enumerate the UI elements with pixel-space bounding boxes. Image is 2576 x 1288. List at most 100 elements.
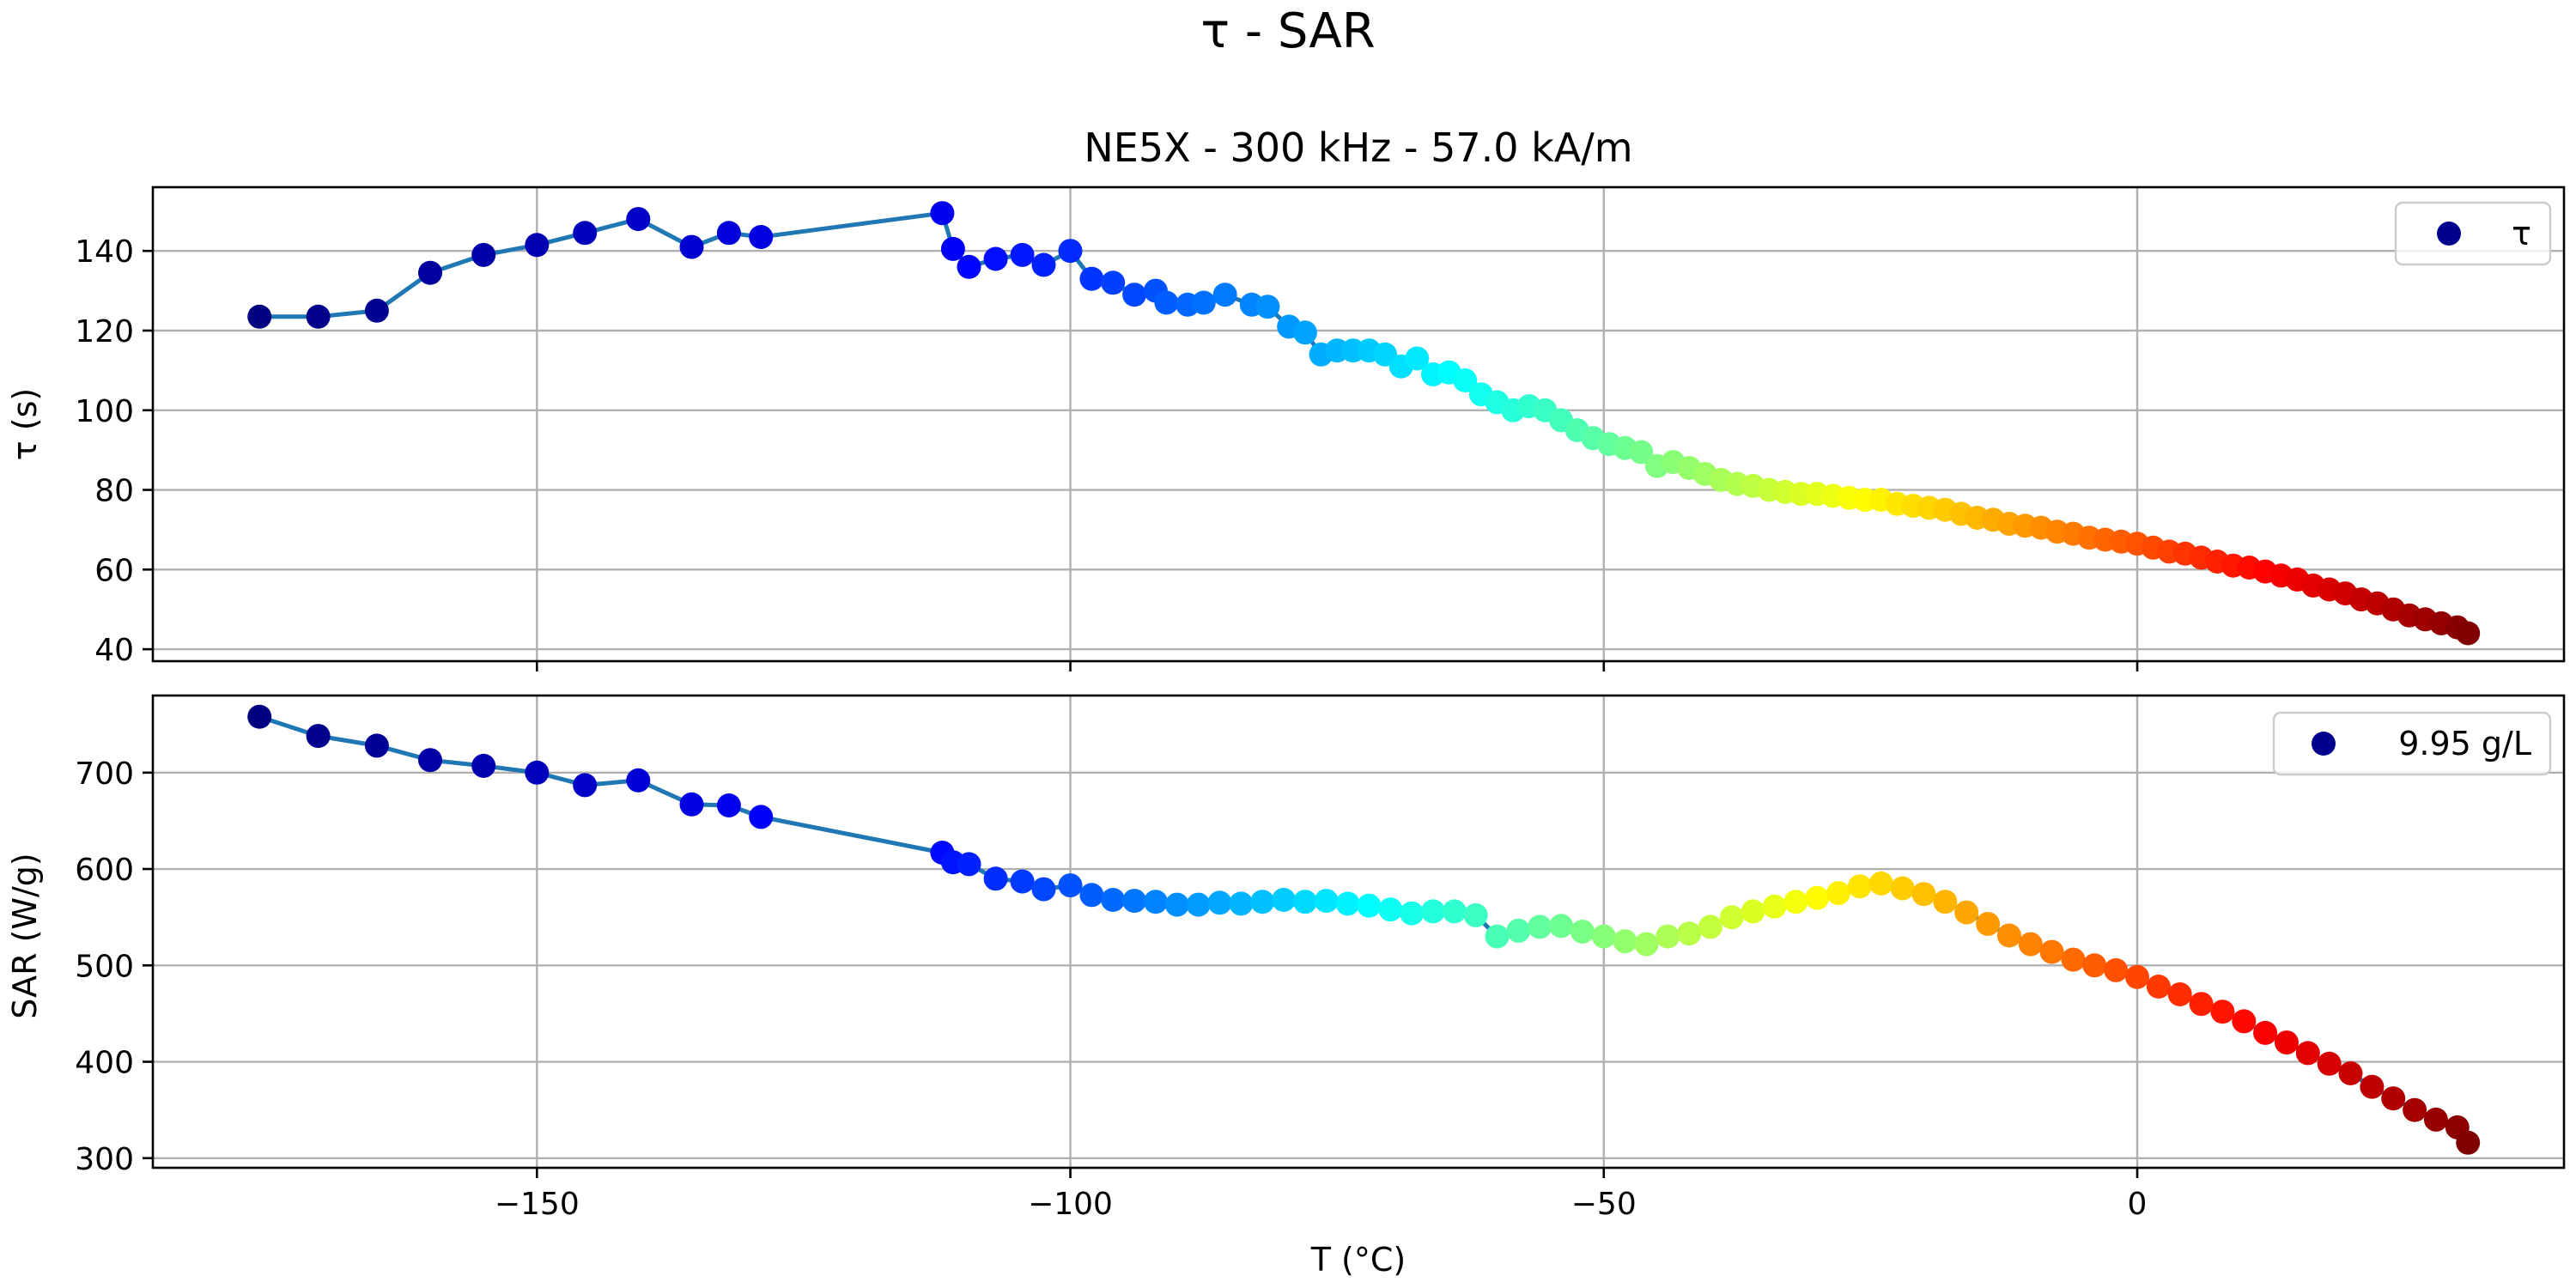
sar-data-point [957,852,981,877]
sar-axes-frame [151,694,2566,1170]
sar-data-point [2018,932,2043,957]
tau-data-point [930,201,955,226]
sar-data-point [1976,912,2001,936]
sar-data-point [1570,920,1595,944]
tau-data-point [1122,283,1147,307]
tau-data-point [983,246,1008,271]
tau-legend-marker [2437,222,2461,246]
sar-data-point [2189,992,2214,1017]
sar-data-point [1848,874,1872,899]
sar-data-point [1272,888,1296,912]
sar-data-point [2039,939,2064,964]
sar-data-point [2275,1030,2299,1055]
sar-data-point [1741,899,1765,924]
tau-data-point [940,236,965,261]
sar-data-point [1805,885,1830,910]
tau-y-axis-label: τ (s) [6,388,44,460]
sar-data-point [1613,929,1637,954]
sar-data-point [626,768,651,793]
sar-data-point [1868,871,1893,896]
tau-data-point [471,242,496,267]
sar-data-point [1463,902,1488,927]
sar-x-tick-label: −50 [1571,1187,1637,1222]
sar-data-point [1186,892,1211,917]
sar-data-point [1314,889,1339,914]
sar-data-point [1164,892,1189,917]
sar-data-point [1528,914,1552,939]
tau-data-point [364,298,389,323]
sar-data-point [471,753,496,778]
sar-data-point [2338,1061,2363,1085]
sar-data-point [1783,890,1808,914]
sar-data-point [2253,1020,2278,1045]
tau-legend-label: τ [2512,215,2531,252]
sar-data-point [2082,953,2107,978]
sar-data-point [1656,924,1680,949]
tau-data-point [749,225,774,249]
sar-data-point [1911,882,1936,907]
sar-y-axis-label: SAR (W/g) [6,853,44,1018]
tau-data-point [1405,346,1430,371]
sar-data-point [1010,869,1035,894]
tau-data-point [1010,242,1035,267]
tau-data-point [418,260,442,285]
tau-y-tick-label: 60 [94,553,134,588]
tau-ticks: 40 60 80 100 120 140 [75,234,2139,671]
sar-data-point [749,805,774,829]
tau-legend: τ [2394,201,2552,266]
sar-y-tick-label: 300 [75,1142,134,1177]
tau-data-point [1212,283,1237,307]
sar-data-point [1762,894,1787,919]
sar-y-tick-label: 500 [75,949,134,984]
tau-y-tick-label: 120 [75,314,134,349]
sar-data-point [525,760,550,785]
sar-x-axis-label: T (°C) [1310,1241,1406,1279]
sar-data-point [983,866,1008,891]
sar-data-point [2146,975,2171,999]
sar-data-point [1549,914,1574,939]
tau-data-point [1154,290,1179,315]
sar-data-point [1378,897,1403,922]
sar-data-point [2061,947,2086,972]
sar-data-point [1890,876,1915,901]
tau-data-point [679,234,704,259]
sar-data-point [1954,900,1979,925]
sar-ticks: −150 −100 −50 0 300 400 500 600 700 [75,756,2147,1222]
sar-panel: SAR (W/g) T (°C) −150 −100 −50 0 300 400 500 60… [6,694,2566,1279]
sar-data-point [1591,924,1616,949]
tau-data-point [626,207,651,232]
sar-data-point [1031,877,1056,902]
sar-data-point [418,748,442,773]
sar-y-tick-label: 400 [75,1046,134,1081]
sar-y-tick-label: 600 [75,853,134,888]
tau-data-point [1292,320,1317,345]
tau-legend-frame [2394,201,2552,266]
sar-x-tick-label: −150 [495,1187,580,1222]
tau-y-tick-label: 100 [75,394,134,429]
sar-data-point [1421,899,1445,924]
sar-data-point [1335,891,1360,916]
sar-data-point [1079,883,1104,908]
sar-data-point [1250,890,1275,914]
tau-grid [153,187,2564,661]
sar-data-point [1698,914,1722,939]
sar-data-point [1442,899,1467,924]
sar-data-point [1143,890,1168,914]
tau-data-point [247,304,272,329]
figure-suptitle: τ - SAR [1200,3,1375,59]
tau-data-point [573,221,598,246]
sar-data-point [1400,901,1425,926]
sar-data-point [1207,890,1232,915]
tau-data-point [1079,266,1104,291]
sar-data-point [1826,881,1851,906]
sar-legend-label: 9.95 g/L [2398,725,2531,762]
sar-series-points [247,704,2481,1155]
tau-data-point [306,304,331,329]
sar-data-point [2232,1009,2257,1034]
tau-data-point [716,221,741,246]
sar-data-point [1122,889,1147,914]
sar-data-point [1292,890,1317,914]
tau-data-point [1031,252,1056,277]
sar-data-point [1719,905,1744,930]
